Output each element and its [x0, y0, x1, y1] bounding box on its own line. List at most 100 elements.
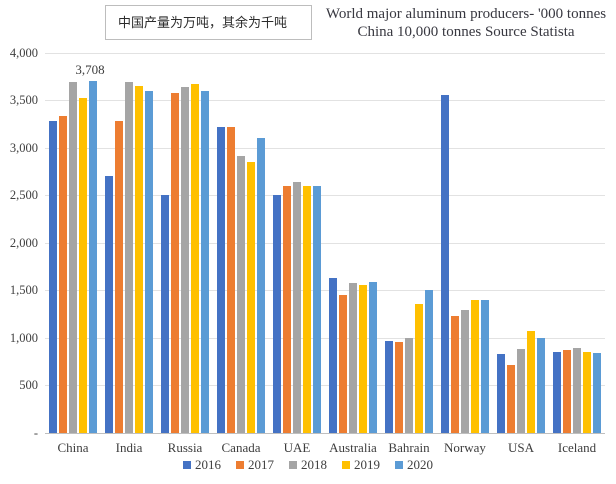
bar-india-2020 [145, 91, 153, 433]
bar-usa-2016 [497, 354, 505, 433]
bar-norway-2019 [471, 300, 479, 433]
bar-russia-2017 [171, 93, 179, 433]
legend-swatch-2020 [395, 461, 403, 469]
bar-canada-2017 [227, 127, 235, 433]
x-label-usa: USA [507, 440, 534, 455]
legend-swatch-2016 [183, 461, 191, 469]
bar-russia-2020 [201, 91, 209, 433]
gridline-3500 [45, 100, 605, 101]
x-label-russia: Russia [167, 440, 203, 455]
y-tick-label: 1,500 [9, 283, 38, 297]
bar-uae-2016 [273, 195, 281, 433]
gridline-500 [45, 385, 605, 386]
bar-canada-2020 [257, 138, 265, 433]
y-tick-label: 2,500 [9, 188, 38, 202]
bar-norway-2016 [441, 95, 449, 433]
legend-item-2019: 2019 [342, 457, 380, 473]
bar-usa-2020 [537, 338, 545, 433]
legend-label-2019: 2019 [354, 457, 380, 472]
y-tick-label: - [33, 426, 38, 440]
bar-iceland-2017 [563, 350, 571, 433]
x-label-iceland: Iceland [557, 440, 597, 455]
legend-item-2018: 2018 [289, 457, 327, 473]
bar-bahrain-2018 [405, 338, 413, 433]
bar-bahrain-2019 [415, 304, 423, 433]
bar-india-2019 [135, 86, 143, 433]
bar-norway-2020 [481, 300, 489, 433]
annotation-text: 中国产量为万吨，其余为千吨 [118, 15, 288, 30]
legend-label-2017: 2017 [248, 457, 274, 472]
bar-iceland-2019 [583, 352, 591, 433]
bar-uae-2018 [293, 182, 301, 433]
bar-china-2016 [49, 121, 57, 433]
bar-china-2018 [69, 82, 77, 433]
bar-china-2019 [79, 98, 87, 433]
legend-item-2016: 2016 [183, 457, 221, 473]
bar-bahrain-2016 [385, 341, 393, 433]
legend-item-2017: 2017 [236, 457, 274, 473]
chart-title: World major aluminum producers- '000 ton… [318, 5, 614, 41]
bar-bahrain-2020 [425, 290, 433, 433]
legend-swatch-2018 [289, 461, 297, 469]
bar-uae-2019 [303, 186, 311, 433]
bar-australia-2019 [359, 285, 367, 433]
bar-usa-2017 [507, 365, 515, 433]
bar-canada-2018 [237, 156, 245, 433]
bar-uae-2020 [313, 186, 321, 433]
legend-swatch-2019 [342, 461, 350, 469]
legend-swatch-2017 [236, 461, 244, 469]
y-tick-label: 3,500 [9, 93, 38, 107]
bar-russia-2019 [191, 84, 199, 433]
bar-norway-2017 [451, 316, 459, 433]
bar-norway-2018 [461, 310, 469, 433]
bar-australia-2016 [329, 278, 337, 433]
bar-china-2020 [89, 81, 97, 433]
legend: 2016 2017 2018 2019 2020 [0, 457, 616, 473]
bar-iceland-2020 [593, 353, 601, 433]
bar-australia-2020 [369, 282, 377, 433]
data-label-china-2020: 3,708 [75, 62, 105, 77]
bar-canada-2016 [217, 127, 225, 433]
gridline-4000 [45, 53, 605, 54]
legend-item-2020: 2020 [395, 457, 433, 473]
bar-australia-2017 [339, 295, 347, 433]
bar-usa-2018 [517, 349, 525, 433]
bar-bahrain-2017 [395, 342, 403, 433]
chart-title-line2: China 10,000 tonnes Source Statista [357, 24, 575, 40]
y-tick-label: 1,000 [9, 331, 38, 345]
bar-india-2017 [115, 121, 123, 433]
gridline-3000 [45, 148, 605, 149]
x-label-canada: Canada [221, 440, 261, 455]
legend-label-2020: 2020 [407, 457, 433, 472]
y-tick-label: 4,000 [9, 46, 38, 60]
gridline-2000 [45, 243, 605, 244]
plot-area [45, 53, 605, 434]
x-label-india: India [115, 440, 143, 455]
legend-label-2016: 2016 [195, 457, 221, 472]
bar-russia-2016 [161, 195, 169, 433]
annotation-box: 中国产量为万吨，其余为千吨 [105, 5, 312, 40]
gridline-1500 [45, 290, 605, 291]
bar-usa-2019 [527, 331, 535, 433]
bar-iceland-2016 [553, 352, 561, 433]
y-tick-label: 2,000 [9, 236, 38, 250]
bar-canada-2019 [247, 162, 255, 433]
gridline-1000 [45, 338, 605, 339]
x-label-china: China [57, 440, 89, 455]
y-tick-label: 3,000 [9, 141, 38, 155]
x-label-uae: UAE [283, 440, 311, 455]
x-label-norway: Norway [444, 440, 486, 455]
bar-iceland-2018 [573, 348, 581, 433]
bar-australia-2018 [349, 283, 357, 433]
bar-uae-2017 [283, 186, 291, 433]
chart-title-line1: World major aluminum producers- '000 ton… [325, 6, 607, 22]
bar-india-2018 [125, 82, 133, 433]
y-tick-label: 500 [19, 378, 38, 392]
legend-label-2018: 2018 [301, 457, 327, 472]
x-label-bahrain: Bahrain [388, 440, 430, 455]
x-label-australia: Australia [329, 440, 377, 455]
gridline-2500 [45, 195, 605, 196]
bar-russia-2018 [181, 87, 189, 433]
bar-india-2016 [105, 176, 113, 433]
